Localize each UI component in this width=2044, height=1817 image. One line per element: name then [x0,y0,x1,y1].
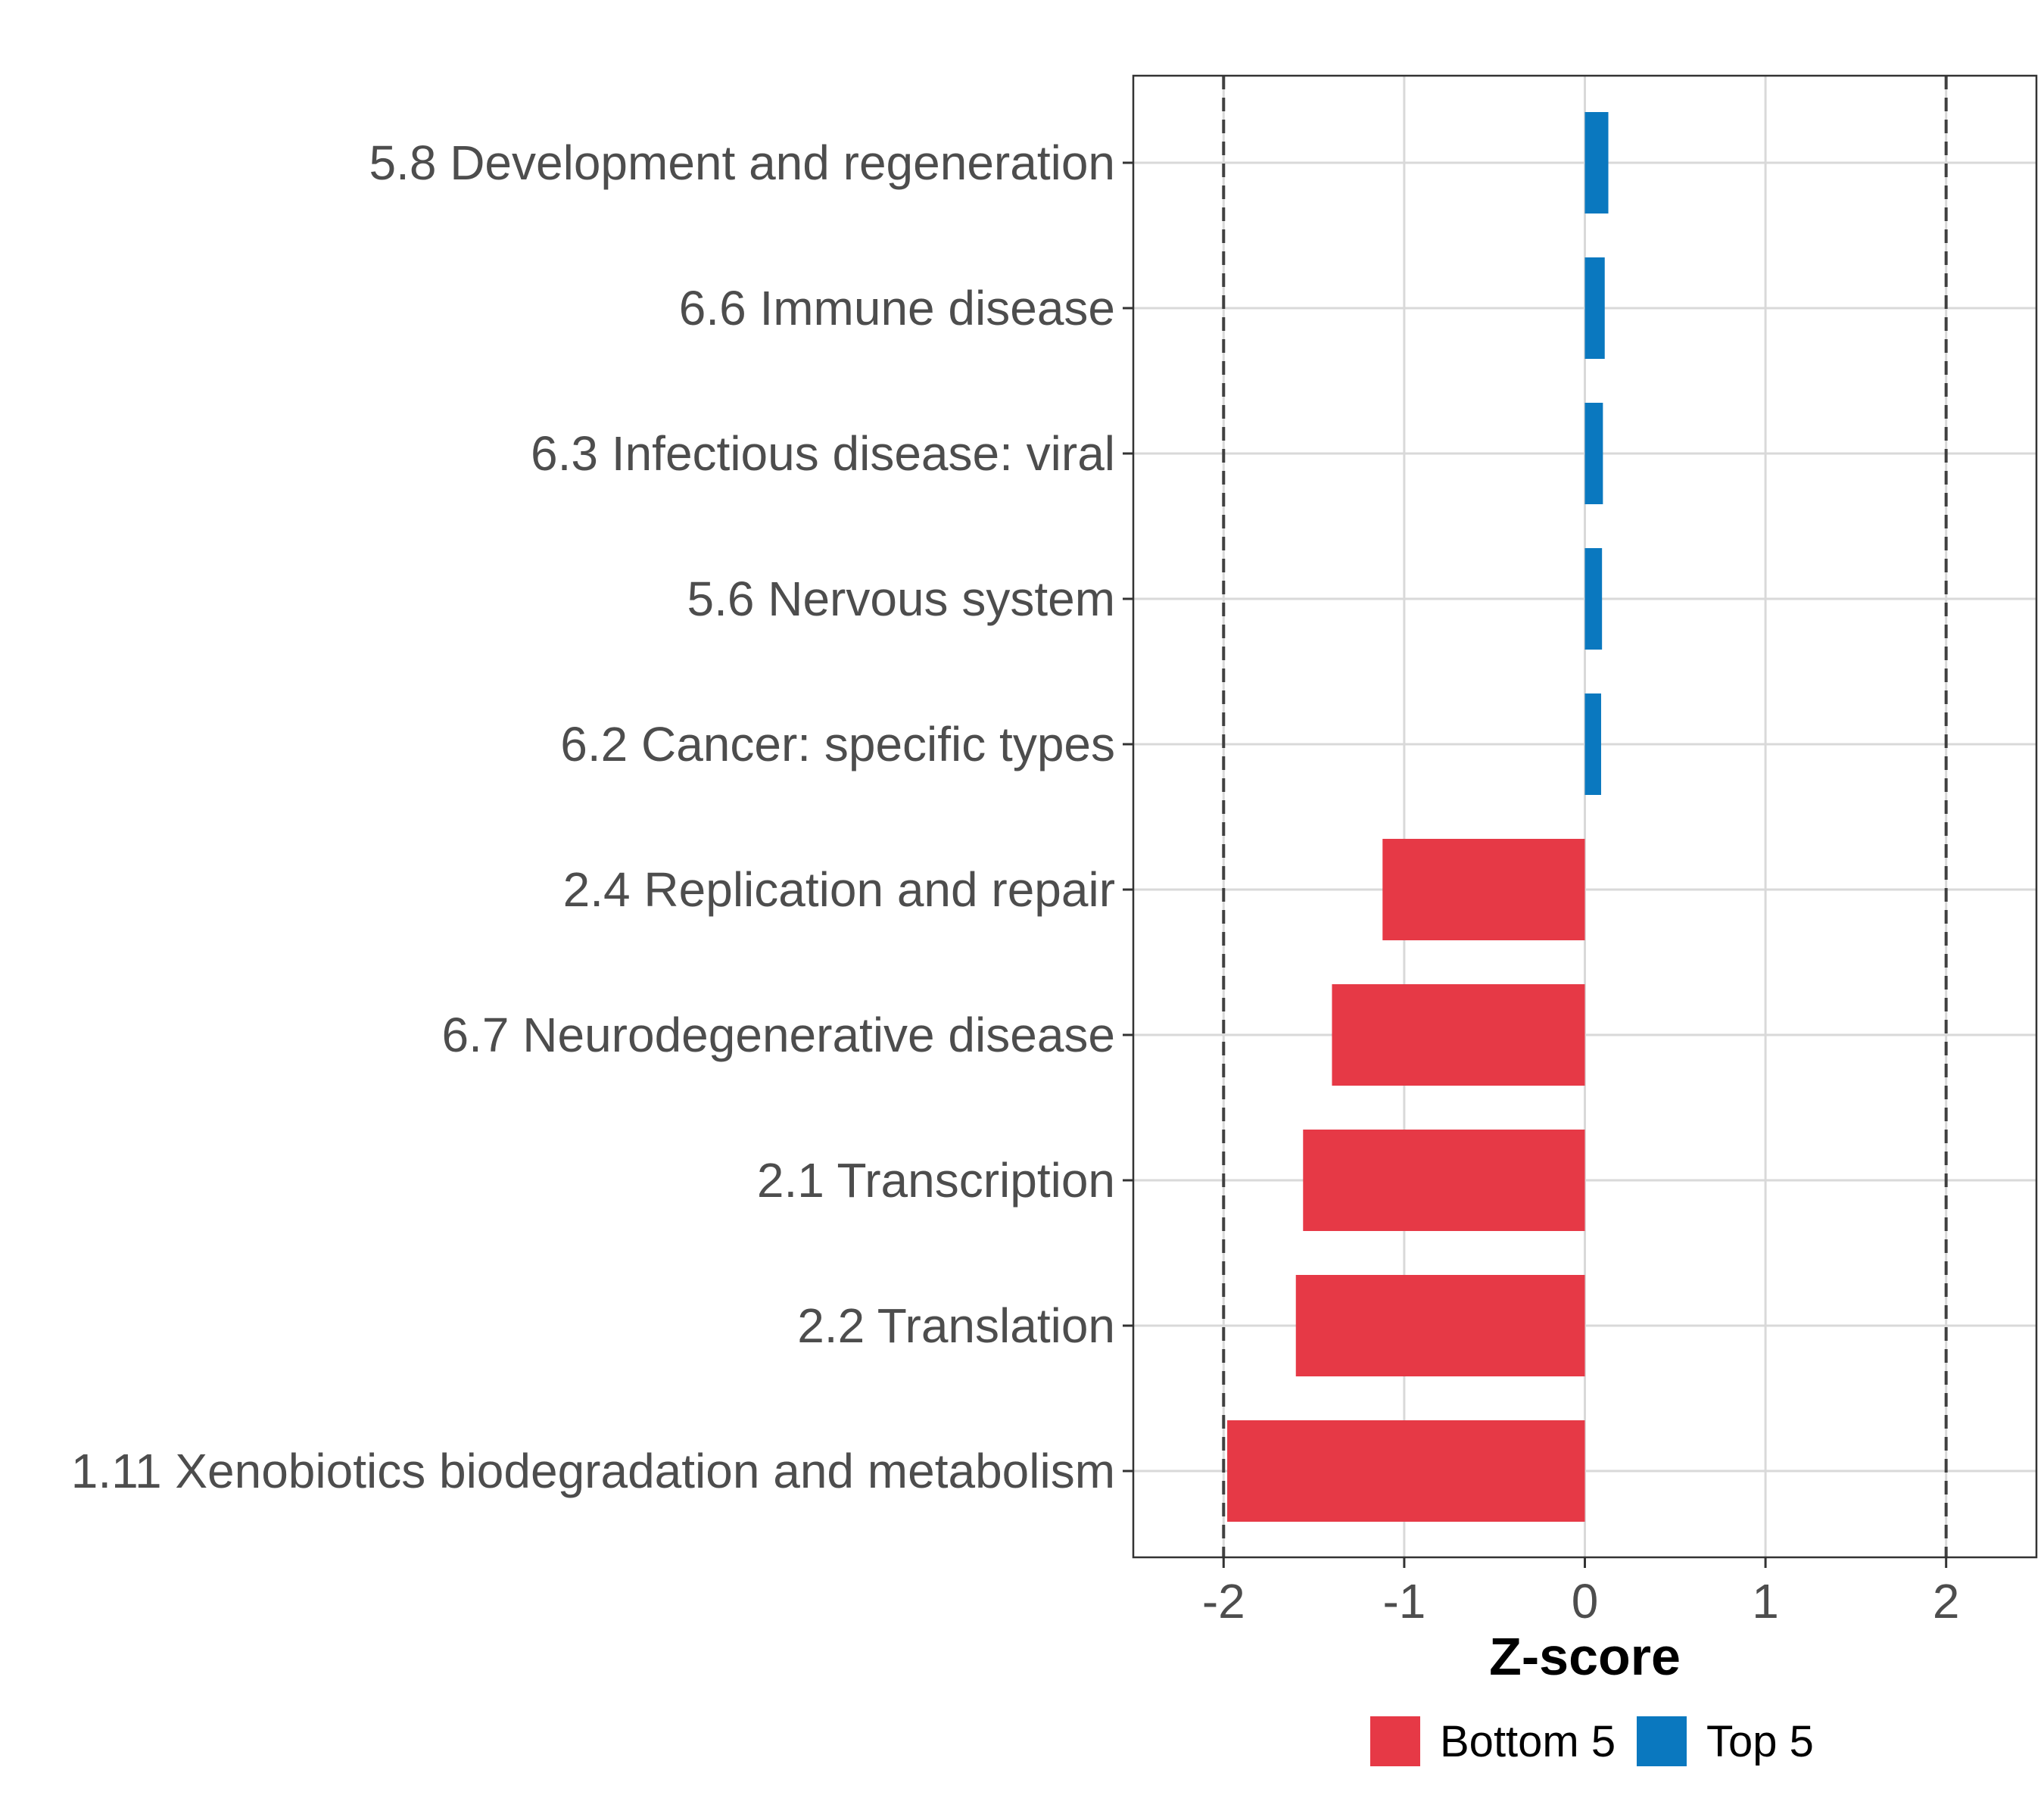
x-tick-label: 1 [1752,1574,1779,1628]
category-label: 2.2 Translation [797,1298,1115,1353]
x-axis: -2 -1 0 1 2 [1202,1557,1960,1628]
x-tick-label: -1 [1382,1574,1426,1628]
bar [1295,1275,1585,1376]
category-label: 5.6 Nervous system [687,572,1115,626]
category-label: 6.6 Immune disease [679,281,1115,335]
category-label: 5.8 Development and regeneration [369,136,1115,190]
category-label: 6.3 Infectious disease: viral [531,426,1115,481]
category-label: 6.2 Cancer: specific types [560,717,1115,771]
bar [1303,1130,1585,1231]
bar [1584,693,1601,795]
bar [1332,984,1585,1086]
legend-swatch [1370,1716,1420,1766]
legend-label: Top 5 [1706,1717,1814,1766]
x-tick-label: 0 [1572,1574,1599,1628]
x-tick-label: 2 [1933,1574,1960,1628]
category-label: 1.11 Xenobiotics biodegradation and meta… [71,1444,1115,1498]
bar [1584,112,1609,213]
y-axis: 5.8 Development and regeneration 6.6 Immu… [71,136,1133,1498]
bars [1227,112,1609,1522]
category-label: 2.4 Replication and repair [563,862,1115,917]
x-tick-label: -2 [1202,1574,1245,1628]
bar [1584,548,1603,650]
legend: Bottom 5 Top 5 [1370,1716,1814,1766]
bar [1584,257,1605,359]
bar [1382,839,1585,940]
legend-label: Bottom 5 [1440,1717,1616,1766]
x-axis-title: Z-score [1489,1627,1681,1686]
reference-lines [1222,76,1948,1557]
category-label: 2.1 Transcription [757,1153,1115,1208]
category-label: 6.7 Neurodegenerative disease [442,1008,1116,1062]
legend-swatch [1637,1716,1687,1766]
bar [1584,403,1603,504]
bar [1227,1420,1585,1522]
